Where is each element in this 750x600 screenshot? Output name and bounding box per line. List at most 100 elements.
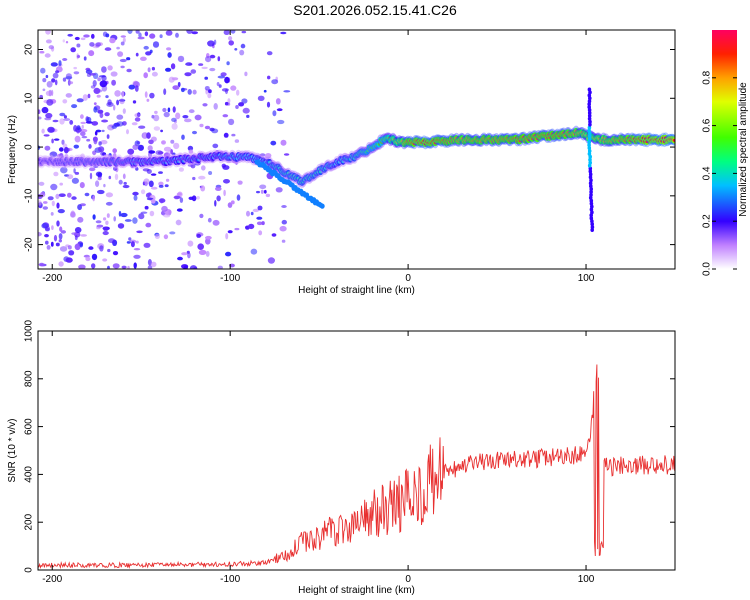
heatmap-cell — [134, 85, 139, 92]
heatmap-cell — [116, 46, 120, 50]
heatmap-cell — [42, 88, 46, 92]
heatmap-cell — [95, 220, 102, 224]
heatmap-cell — [201, 165, 206, 171]
heatmap-cell — [88, 50, 95, 57]
heatmap-cell — [95, 171, 103, 177]
heatmap-cell — [223, 179, 230, 184]
heatmap-cell — [171, 152, 176, 156]
heatmap-cell — [114, 173, 119, 180]
heatmap-cell — [99, 112, 104, 119]
heatmap-cell — [76, 43, 81, 48]
heatmap-cell — [127, 30, 133, 34]
heatmap-cell — [50, 183, 58, 191]
heatmap-cell — [250, 211, 254, 216]
heatmap-cell — [225, 233, 229, 240]
heatmap-cell — [96, 94, 101, 98]
heatmap-cell — [205, 250, 210, 257]
heatmap-cell — [81, 124, 84, 129]
heatmap-cell — [118, 179, 123, 185]
heatmap-cell — [105, 220, 109, 225]
heatmap-cell — [228, 40, 234, 46]
heatmap-cell — [257, 205, 263, 211]
heatmap-cell — [101, 66, 107, 73]
heatmap-cell — [184, 118, 192, 123]
heatmap-cell — [587, 143, 591, 148]
heatmap-cell — [590, 228, 594, 232]
heatmap-cell — [51, 225, 54, 231]
heatmap-cell — [38, 232, 42, 237]
heatmap-cell — [122, 184, 130, 189]
heatmap-cell — [71, 196, 77, 200]
heatmap-cell — [199, 123, 204, 128]
heatmap-cell — [55, 193, 60, 200]
heatmap-cell — [140, 211, 148, 214]
heatmap-cell — [589, 216, 594, 221]
heatmap-cell — [187, 240, 194, 247]
heatmap-cell — [209, 67, 216, 72]
heatmap-cell — [59, 246, 68, 252]
colorbar-tick-label: 0.8 — [702, 70, 713, 84]
heatmap-cell — [267, 75, 271, 80]
snr-frame — [37, 330, 676, 571]
heatmap-cell — [59, 226, 63, 232]
heatmap-cell — [228, 36, 233, 41]
heatmap-cell — [259, 184, 267, 190]
heatmap-cell — [81, 135, 88, 139]
heatmap-cell — [208, 89, 212, 94]
heatmap-cell — [49, 151, 58, 158]
heatmap-cell — [50, 212, 54, 216]
snr-line-layer — [38, 364, 675, 570]
heatmap-cell — [51, 200, 55, 207]
heatmap-cell — [110, 71, 118, 77]
heatmap-cell — [102, 231, 109, 236]
heatmap-cell — [39, 50, 45, 54]
heatmap-cell — [108, 238, 116, 244]
heatmap-layer — [38, 30, 675, 269]
heatmap-cell — [82, 94, 88, 101]
heatmap-cell — [106, 213, 110, 218]
heatmap-cell — [64, 154, 69, 158]
heatmap-cell — [207, 217, 212, 223]
heatmap-cell — [126, 57, 131, 61]
heatmap-cell — [175, 32, 179, 38]
heatmap-cell — [44, 234, 49, 238]
heatmap-cell — [230, 30, 236, 34]
heatmap-cell — [176, 192, 182, 196]
heatmap-cell — [112, 263, 120, 269]
heatmap-cell — [147, 145, 153, 152]
heatmap-cell — [71, 177, 79, 184]
heatmap-cell — [587, 125, 592, 130]
heatmap-cell — [587, 151, 592, 156]
heatmap-cell — [47, 196, 54, 201]
heatmap-cell — [153, 114, 160, 122]
heatmap-cell — [281, 239, 286, 243]
heatmap-cell — [55, 242, 60, 247]
heatmap-cell — [140, 189, 146, 195]
heatmap-cell — [217, 56, 221, 62]
heatmap-cell — [162, 107, 167, 113]
heatmap-cell — [85, 121, 93, 124]
heatmap-cell — [86, 116, 92, 123]
heatmap-cell — [173, 142, 180, 150]
heatmap-cell — [197, 243, 204, 250]
heatmap-cell — [104, 112, 110, 117]
heatmap-cell — [175, 112, 181, 120]
heatmap-cell — [80, 114, 84, 119]
heatmap-cell — [161, 205, 168, 212]
heatmap-cell — [148, 139, 154, 145]
heatmap-cell — [67, 33, 73, 37]
heatmap-cell — [176, 208, 183, 212]
heatmap-cell — [57, 209, 65, 214]
heatmap-cell — [42, 206, 48, 210]
heatmap-cell — [62, 58, 68, 61]
heatmap-cell — [127, 148, 135, 155]
heatmap-cell — [59, 118, 65, 125]
heatmap-cell — [181, 87, 185, 93]
heatmap-cell — [93, 87, 101, 94]
heatmap-cell — [184, 72, 192, 77]
heatmap-cell — [94, 131, 98, 136]
heatmap-cell — [103, 226, 109, 232]
heatmap-cell — [259, 153, 266, 157]
heatmap-cell — [256, 190, 260, 194]
